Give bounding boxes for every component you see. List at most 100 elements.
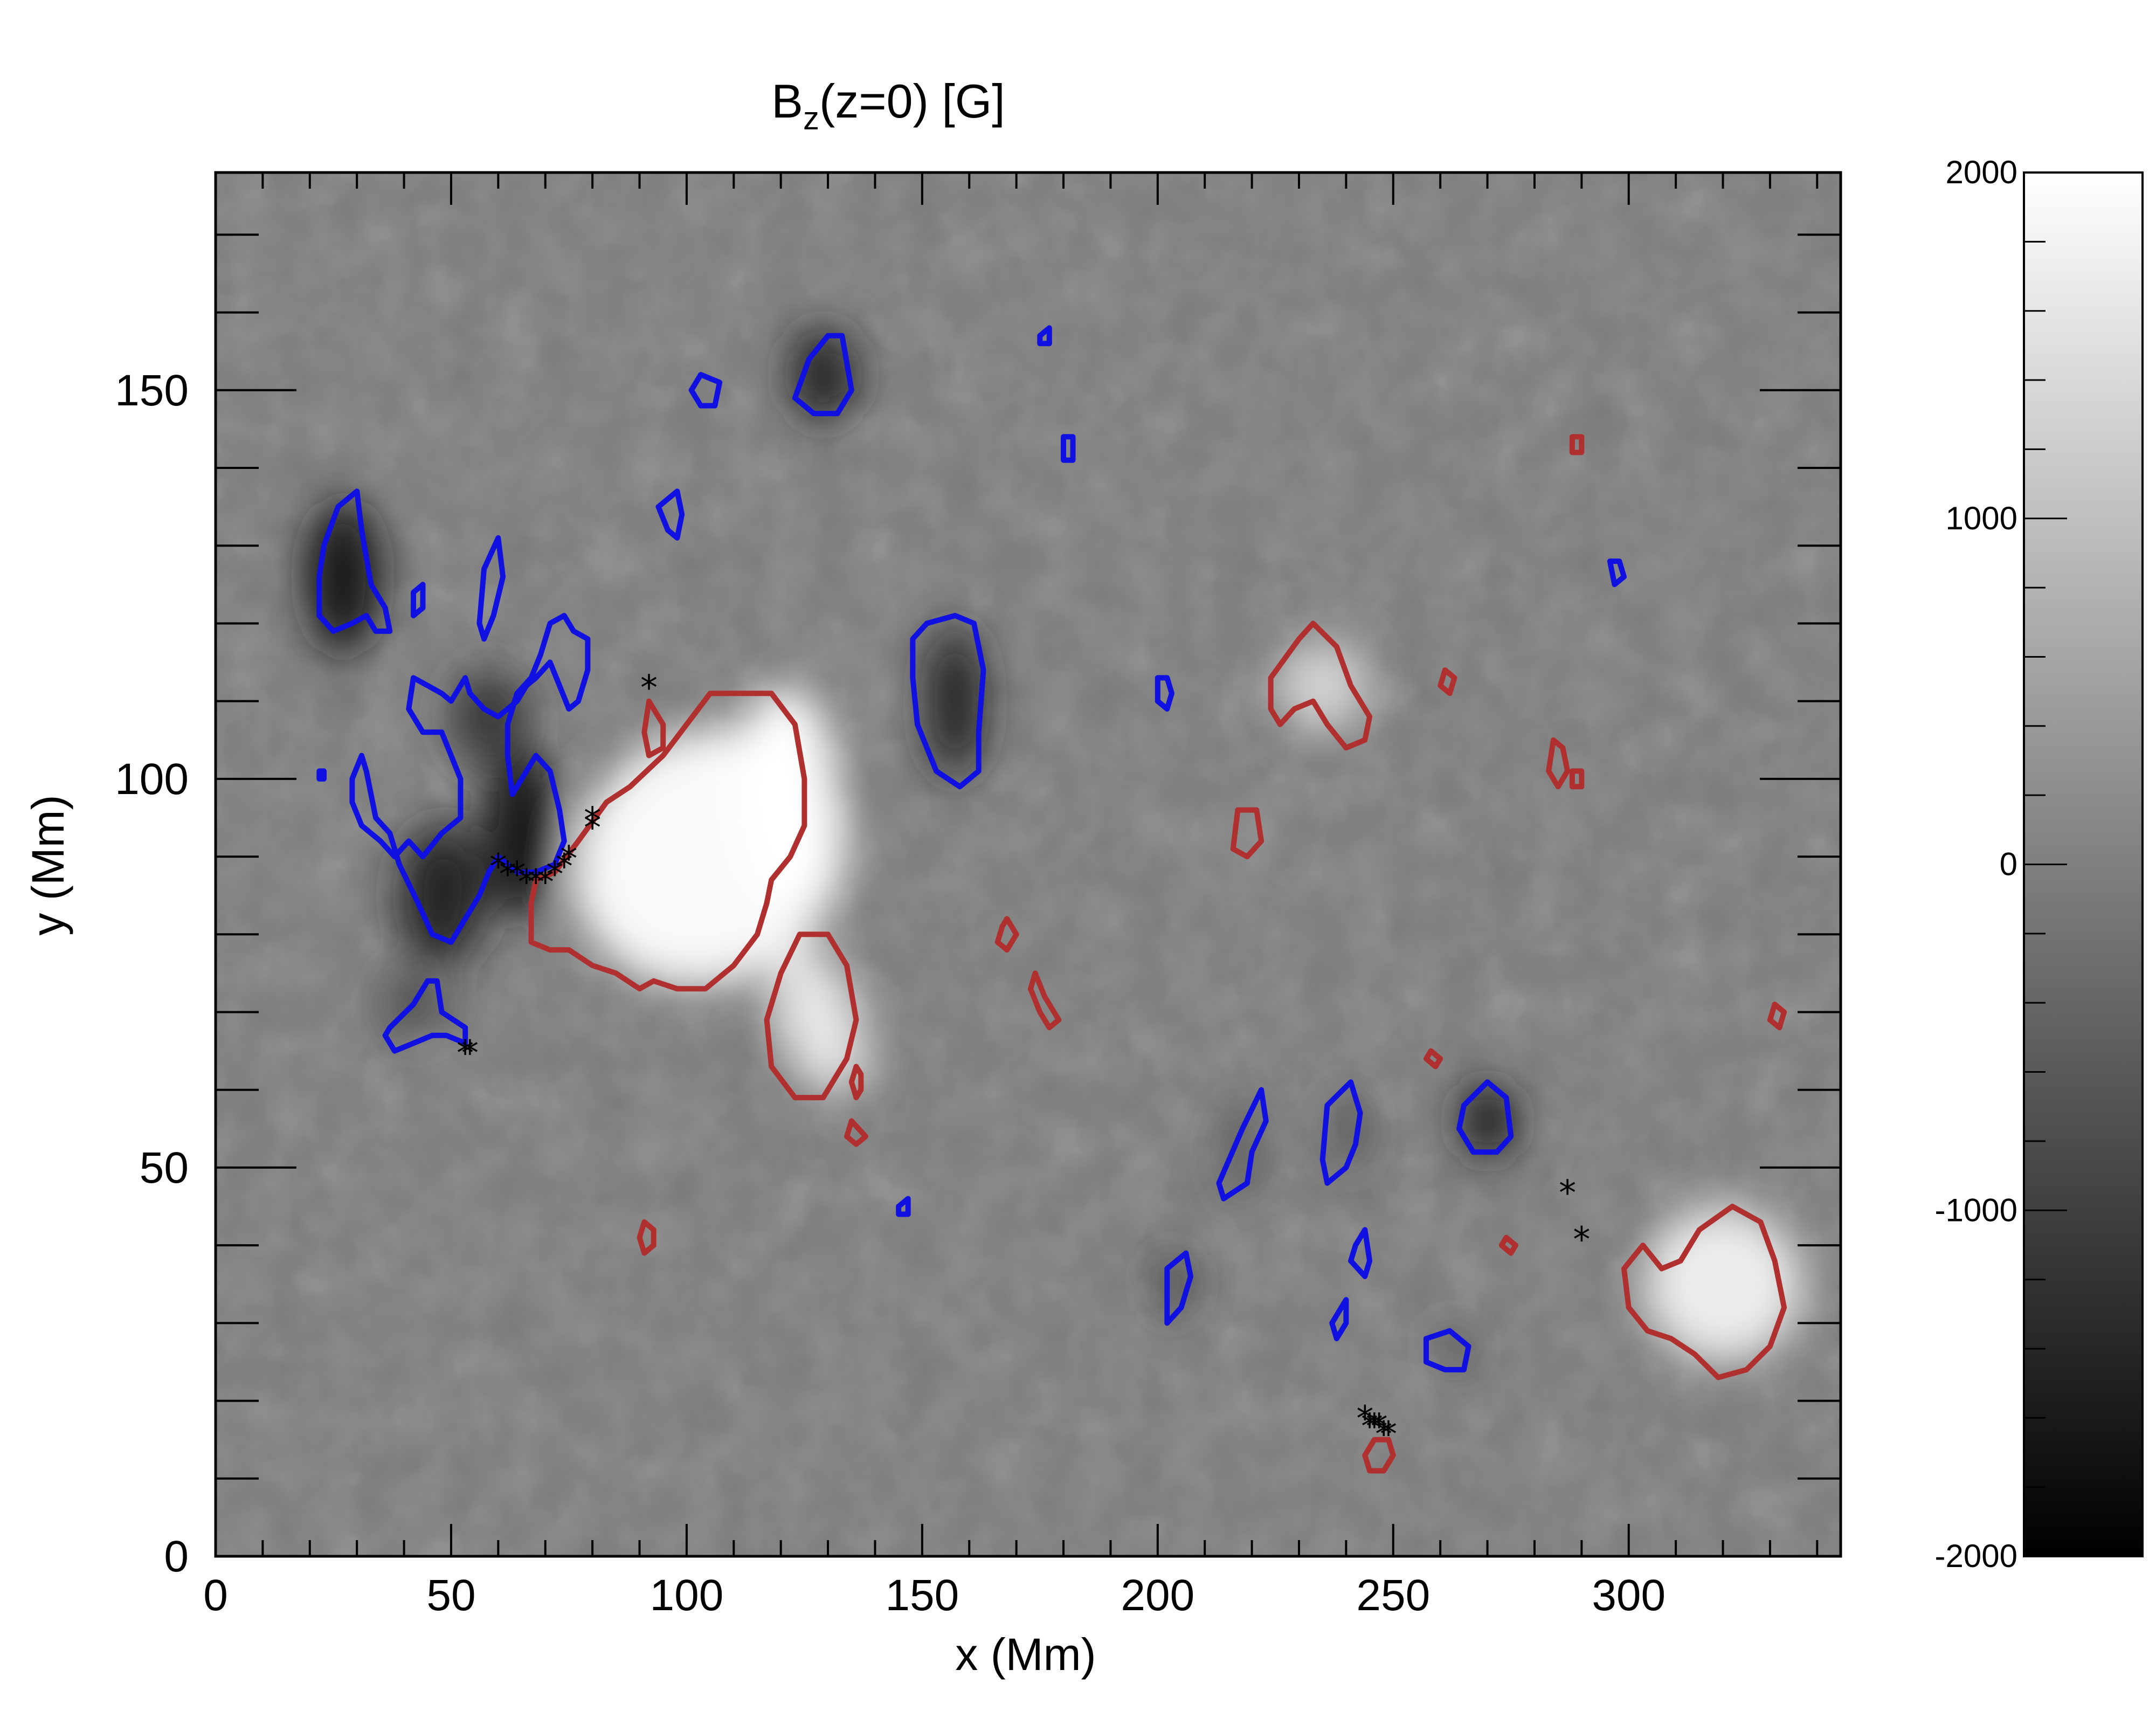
negative-contour <box>1061 434 1076 463</box>
colorbar-tick-label: -2000 <box>1935 1538 2017 1574</box>
positive-contour <box>994 916 1019 953</box>
x-tick-label: 200 <box>1121 1571 1194 1620</box>
positive-contour <box>1230 807 1264 860</box>
positive-contour <box>1767 1002 1787 1031</box>
null-point-markers: ********************** <box>457 668 1590 1454</box>
positive-contour <box>1438 667 1457 696</box>
x-tick-label: 250 <box>1356 1571 1430 1620</box>
positive-flux-region <box>770 945 867 1095</box>
x-tick-label: 50 <box>426 1571 475 1620</box>
positive-contour <box>1423 1048 1443 1070</box>
negative-contour <box>792 333 854 417</box>
negative-contour <box>411 582 426 618</box>
negative-contour <box>688 372 723 409</box>
negative-contour <box>1607 558 1627 588</box>
negative-contour <box>1348 1227 1373 1279</box>
negative-flux-region <box>927 623 984 779</box>
marker-asterisk: * <box>1366 1407 1383 1447</box>
heatmap-texture <box>216 172 1841 1556</box>
positive-contour <box>1621 1204 1787 1381</box>
negative-flux-region <box>790 328 856 422</box>
x-tick-label: 150 <box>885 1571 959 1620</box>
negative-contour <box>1164 1250 1193 1326</box>
negative-contour <box>316 488 393 634</box>
marker-asterisk: * <box>640 668 658 708</box>
negative-contours <box>316 325 1627 1372</box>
negative-contour <box>476 535 506 642</box>
positive-flux-region <box>734 685 838 903</box>
negative-contour <box>1319 1079 1363 1186</box>
negative-contour <box>349 613 591 945</box>
negative-contour <box>1329 1297 1349 1342</box>
colorbar-tick-label: 1000 <box>1946 500 2017 536</box>
chart-title: Bz(z=0) [G] <box>771 74 1005 136</box>
marker-asterisk: * <box>584 801 601 840</box>
marker-asterisk: * <box>489 847 507 887</box>
x-axis-ticks: 0 50 100 150 200 250 300 <box>203 172 1819 1620</box>
x-tick-label: 300 <box>1592 1571 1666 1620</box>
x-axis-label: x (Mm) <box>955 1629 1096 1680</box>
negative-contour <box>1423 1328 1471 1372</box>
negative-contour <box>382 978 468 1054</box>
positive-contour <box>848 1064 864 1101</box>
colorbar-tick-label: 2000 <box>1946 154 2017 190</box>
x-tick-label: 0 <box>203 1571 228 1620</box>
positive-contour <box>1498 1234 1518 1256</box>
y-tick-label: 0 <box>164 1532 189 1581</box>
y-tick-label: 150 <box>115 366 189 415</box>
marker-asterisk: * <box>1361 1407 1378 1447</box>
marker-asterisk: * <box>461 1034 479 1074</box>
colorbar-tick-label: -1000 <box>1935 1192 2017 1228</box>
marker-asterisk: * <box>584 808 601 848</box>
y-axis-ticks: 0 50 100 150 <box>115 233 1841 1581</box>
x-tick-label: 100 <box>649 1571 723 1620</box>
positive-contour <box>1569 434 1585 456</box>
negative-contour <box>910 613 986 790</box>
positive-contours <box>528 434 1787 1474</box>
marker-asterisk: * <box>508 855 526 895</box>
marker-asterisk: * <box>1375 1414 1392 1454</box>
y-tick-label: 50 <box>140 1143 189 1192</box>
positive-contour <box>764 932 859 1101</box>
heatmap: ********************** <box>216 172 1841 1556</box>
y-tick-label: 100 <box>115 755 189 804</box>
marker-asterisk: * <box>499 855 516 895</box>
negative-flux-region <box>1459 1082 1516 1160</box>
negative-contour <box>655 488 685 541</box>
negative-contour <box>1155 675 1174 712</box>
marker-asterisk: * <box>556 847 573 887</box>
negative-contour <box>316 768 327 782</box>
positive-contour <box>1268 620 1373 751</box>
positive-contour <box>1546 737 1571 790</box>
marker-asterisk: * <box>1380 1414 1397 1454</box>
marker-asterisk: * <box>527 862 544 902</box>
positive-contour <box>641 698 666 758</box>
marker-asterisk: * <box>457 1034 474 1074</box>
positive-contour <box>1027 970 1062 1031</box>
negative-contour <box>896 1196 911 1217</box>
negative-contour <box>1456 1079 1514 1155</box>
positive-contour <box>528 691 807 992</box>
y-axis-label: y (Mm) <box>23 795 73 935</box>
marker-asterisk: * <box>1573 1220 1590 1260</box>
marker-asterisk: * <box>1371 1407 1388 1447</box>
marker-asterisk: * <box>537 862 554 902</box>
marker-asterisk: * <box>560 839 577 879</box>
negative-flux-region <box>399 825 485 965</box>
marker-asterisk: * <box>546 855 563 895</box>
colorbar-ticks: -2000 -1000 0 1000 2000 <box>1935 154 2067 1574</box>
positive-flux-region <box>1643 1206 1803 1362</box>
positive-contour <box>637 1219 657 1256</box>
marker-asterisk: * <box>518 862 535 902</box>
colorbar-tick-label: 0 <box>2000 846 2017 882</box>
plot-frame <box>214 171 1842 1558</box>
positive-contour <box>1569 768 1585 790</box>
positive-contour <box>844 1118 868 1147</box>
marker-asterisk: * <box>1559 1174 1576 1213</box>
negative-flux-region <box>1435 1330 1474 1362</box>
negative-contour <box>1216 1087 1269 1202</box>
marker-asterisk: * <box>1356 1399 1373 1439</box>
negative-contour <box>1037 325 1052 347</box>
positive-contour <box>1362 1437 1396 1474</box>
